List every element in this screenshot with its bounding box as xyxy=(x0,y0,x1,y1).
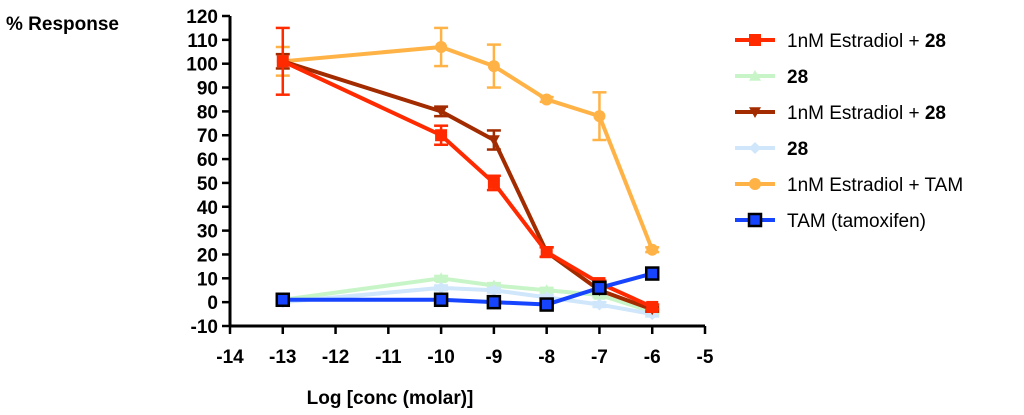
series-5 xyxy=(275,26,660,256)
series-6 xyxy=(275,266,660,312)
data-point xyxy=(540,284,553,296)
y-tick-label: 60 xyxy=(197,150,218,171)
x-tick-label: -11 xyxy=(375,347,402,368)
data-point xyxy=(593,110,606,123)
data-point xyxy=(540,93,553,106)
y-tick-label: 80 xyxy=(197,102,218,123)
data-point xyxy=(487,284,500,297)
x-tick-label: -10 xyxy=(427,347,454,368)
x-tick-label: -7 xyxy=(591,347,608,368)
series-line xyxy=(281,59,654,309)
series-line xyxy=(282,59,653,312)
legend-label: 1nM Estradiol + 28 xyxy=(787,31,946,52)
y-tick-label: 110 xyxy=(187,31,218,52)
data-point xyxy=(747,212,763,228)
legend-item-2: 28 xyxy=(735,67,808,88)
y-tick-label: 50 xyxy=(197,174,218,195)
data-point xyxy=(435,41,448,53)
legend-label-bold: 28 xyxy=(787,139,808,160)
data-point xyxy=(749,142,761,154)
y-tick-label: 40 xyxy=(197,198,218,219)
x-tick-label: -5 xyxy=(697,347,714,368)
series-line xyxy=(282,45,655,251)
x-axis-title: Log [conc (molar)] xyxy=(307,388,474,409)
data-point xyxy=(433,292,449,308)
data-point xyxy=(540,246,553,259)
x-tick-label: -9 xyxy=(485,347,502,368)
data-point xyxy=(276,55,289,68)
legend-label: TAM (tamoxifen) xyxy=(787,211,926,232)
legend-label: 28 xyxy=(787,67,808,88)
data-point xyxy=(646,243,659,256)
data-point xyxy=(435,129,448,142)
y-tick-label: 10 xyxy=(197,269,218,290)
series-line xyxy=(282,276,653,314)
data-point xyxy=(435,106,448,118)
y-axis-title: % Response xyxy=(6,14,119,35)
legend-item-4: 28 xyxy=(735,139,808,160)
legend-label-text: 1nM Estradiol + TAM xyxy=(787,175,963,196)
legend-label-text: 1nM Estradiol + xyxy=(787,103,925,124)
legend-label: 1nM Estradiol + 28 xyxy=(787,103,946,124)
legend-item-3: 1nM Estradiol + 28 xyxy=(735,103,946,124)
x-tick-label: -8 xyxy=(538,347,555,368)
y-tick-label: 120 xyxy=(186,7,218,28)
y-tick-label: 0 xyxy=(207,293,218,314)
series-line xyxy=(282,271,653,307)
legend-label-bold: 28 xyxy=(925,31,946,52)
data-point xyxy=(749,107,761,118)
data-point xyxy=(749,178,761,190)
legend-label-bold: 28 xyxy=(787,67,808,88)
data-point xyxy=(539,297,554,312)
series-line xyxy=(282,285,653,317)
legend-item-1: 1nM Estradiol + 28 xyxy=(735,31,946,52)
x-tick-label: -6 xyxy=(644,347,661,368)
y-tick-label: 30 xyxy=(197,222,218,243)
data-point xyxy=(646,300,659,313)
series-1 xyxy=(275,26,660,313)
data-point xyxy=(487,60,500,73)
y-tick-label: 100 xyxy=(186,55,218,76)
y-tick-label: 20 xyxy=(197,245,218,266)
legend-label-text: TAM (tamoxifen) xyxy=(787,211,926,232)
y-tick-label: 90 xyxy=(197,79,218,100)
legend-label: 28 xyxy=(787,139,808,160)
data-point xyxy=(487,135,500,146)
legend-item-5: 1nM Estradiol + TAM xyxy=(735,175,963,196)
data-point xyxy=(435,272,448,284)
data-point xyxy=(486,294,502,310)
x-tick-label: -13 xyxy=(269,347,296,368)
x-tick-label: -12 xyxy=(322,347,349,368)
data-point xyxy=(749,70,761,81)
x-tick-label: -14 xyxy=(216,347,244,368)
y-tick-label: 70 xyxy=(197,126,218,147)
legend-label-bold: 28 xyxy=(925,103,946,124)
data-point xyxy=(275,292,291,308)
legend-label: 1nM Estradiol + TAM xyxy=(787,175,963,196)
data-point xyxy=(592,280,607,296)
data-point xyxy=(593,298,606,311)
legend-item-6: TAM (tamoxifen) xyxy=(735,211,926,232)
data-point xyxy=(435,281,448,294)
data-point xyxy=(487,176,500,189)
legend-label-text: 1nM Estradiol + xyxy=(787,31,925,52)
y-tick-label: -10 xyxy=(191,317,218,338)
data-point xyxy=(749,34,761,46)
plot-area xyxy=(275,26,660,321)
data-point xyxy=(644,266,660,281)
